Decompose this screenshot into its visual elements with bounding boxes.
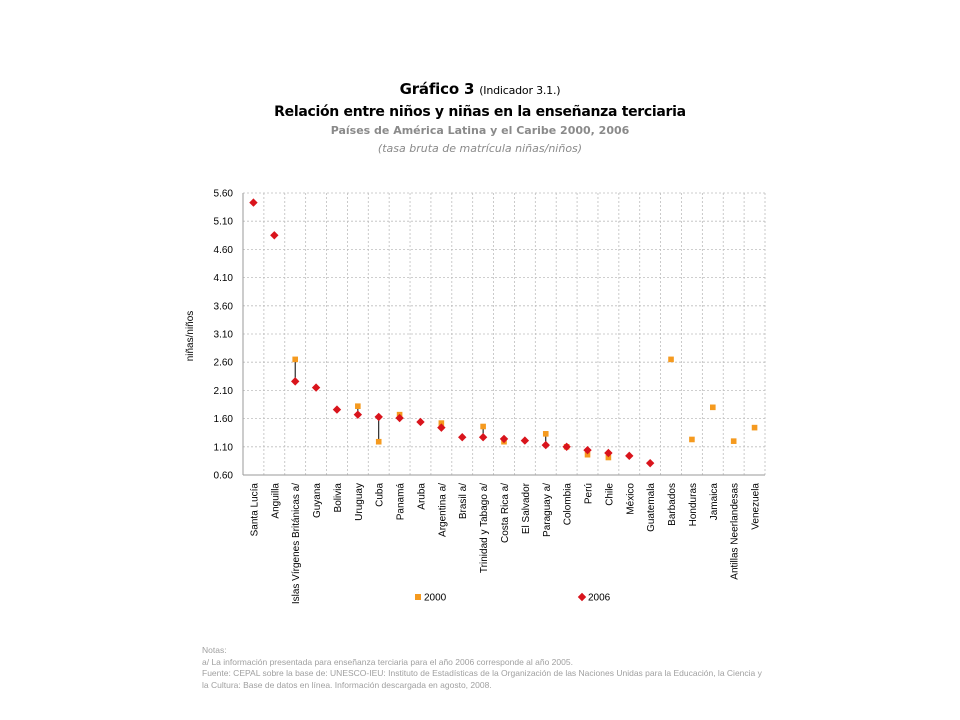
y-tick-label: 0.60 <box>214 471 234 482</box>
point-2006 <box>562 442 571 451</box>
x-tick-label: Venezuela <box>751 483 762 530</box>
point-2000 <box>542 431 549 437</box>
point-2000 <box>689 436 695 443</box>
point-2006 <box>541 440 550 450</box>
point-2006 <box>583 445 592 455</box>
point-2006 <box>625 451 634 461</box>
x-tick-label: Aruba <box>416 483 427 510</box>
x-tick-label: Chile <box>604 483 615 506</box>
point-2006 <box>291 377 300 386</box>
legend-label-2000: 2000 <box>424 593 447 604</box>
x-tick-label: México <box>625 483 636 515</box>
point-2000 <box>292 356 298 363</box>
y-axis-label: niñas/niños <box>185 311 196 362</box>
point-2000 <box>355 403 361 409</box>
point-2006 <box>416 417 425 427</box>
y-tick-label: 5.60 <box>214 189 234 200</box>
x-tick-label: Argentina a/ <box>437 483 448 537</box>
x-axis: Santa Lucía Anguilla Islas Vírgenes Britán… <box>243 474 765 604</box>
x-tick-label: Uruguay <box>354 483 365 521</box>
point-2000 <box>584 451 591 458</box>
chart-unit: (tasa bruta de matrícula niñas/niños) <box>377 142 583 155</box>
y-tick-label: 3.60 <box>214 301 234 312</box>
point-2000 <box>480 423 486 430</box>
y-tick-label: 1.10 <box>214 442 234 453</box>
point-2000 <box>668 356 674 363</box>
x-tick-label: Perú <box>584 483 595 504</box>
chart-title-indicator: (Indicador 3.1.) <box>479 84 561 97</box>
point-2006 <box>604 448 613 458</box>
y-tick-label: 3.10 <box>214 330 234 341</box>
x-tick-label: Santa Lucía <box>249 483 260 537</box>
y-tick-label: 4.10 <box>214 273 234 284</box>
x-tick-label: Bolivia <box>333 483 344 513</box>
point-2006 <box>478 433 488 442</box>
point-2000 <box>710 404 716 411</box>
point-2000 <box>730 438 737 444</box>
x-tick-label: Guyana <box>312 483 323 518</box>
data-marks <box>249 198 758 468</box>
chart-subtitle: Relación entre niños y niñas en la enseñ… <box>274 104 686 120</box>
point-2006 <box>437 423 446 432</box>
legend-label-2006: 2006 <box>588 593 611 604</box>
point-2006 <box>374 412 383 422</box>
grid-lines <box>242 192 766 476</box>
chart-title: Gráfico 3 (Indicador 3.1.) <box>0 78 960 102</box>
point-2000 <box>375 438 382 445</box>
notes: Notas: a/ La información presentada para… <box>202 645 762 691</box>
chart-title-main: Gráfico 3 <box>399 80 475 98</box>
x-tick-label: Barbados <box>667 483 678 526</box>
x-tick-label: Islas Vírgenes Británicas a/ <box>291 483 302 604</box>
x-tick-label: Panamá <box>396 483 407 521</box>
y-tick-label: 2.60 <box>214 358 234 369</box>
x-tick-label: Costa Rica a/ <box>500 483 511 543</box>
point-2000 <box>438 420 445 426</box>
point-2006 <box>249 198 258 207</box>
chart-scope: Países de América Latina y el Caribe 200… <box>330 124 630 137</box>
notes-heading: Notas: <box>202 645 227 655</box>
note-a: a/ La información presentada para enseña… <box>202 656 573 667</box>
x-tick-label: Jamaica <box>709 483 720 521</box>
point-2006 <box>458 433 467 442</box>
point-2006 <box>520 436 530 445</box>
legend-marker-2006 <box>577 592 587 602</box>
x-tick-label: Trinidad y Tabago a/ <box>479 483 490 573</box>
y-tick-label: 4.60 <box>214 245 234 256</box>
point-2006 <box>499 434 509 444</box>
legend: 2000 2006 <box>415 593 611 604</box>
x-tick-label: Guatemala <box>646 483 657 532</box>
x-tick-label: Cuba <box>375 483 386 507</box>
source-note: Fuente: CEPAL sobre la base de: UNESCO-I… <box>202 668 762 690</box>
x-tick-label: Paraguay a/ <box>542 483 553 537</box>
x-tick-label: Antillas Neerlandesas <box>730 483 741 580</box>
point-2000 <box>605 454 612 461</box>
point-2006 <box>645 458 655 468</box>
point-2006 <box>311 383 321 392</box>
x-tick-label: El Salvador <box>521 482 532 534</box>
x-tick-label: Anguilla <box>270 483 281 519</box>
legend-marker-2000 <box>415 594 421 600</box>
x-tick-label: Colombia <box>563 483 574 526</box>
point-2000 <box>751 424 758 431</box>
y-axis: 5.60 5.10 4.60 4.10 3.60 3.10 2.60 2.10 1.60 1.10… <box>214 189 244 482</box>
x-tick-label: Honduras <box>688 483 699 526</box>
y-tick-label: 5.10 <box>214 217 234 228</box>
point-2006 <box>332 405 342 414</box>
title-block: Gráfico 3 (Indicador 3.1.) Relación entr… <box>0 78 960 158</box>
x-tick-label: Brasil a/ <box>458 483 469 519</box>
point-2006 <box>353 410 363 419</box>
y-tick-label: 2.10 <box>214 386 234 397</box>
point-2006 <box>270 231 279 240</box>
y-tick-label: 1.60 <box>214 414 234 425</box>
point-2006 <box>395 413 404 423</box>
